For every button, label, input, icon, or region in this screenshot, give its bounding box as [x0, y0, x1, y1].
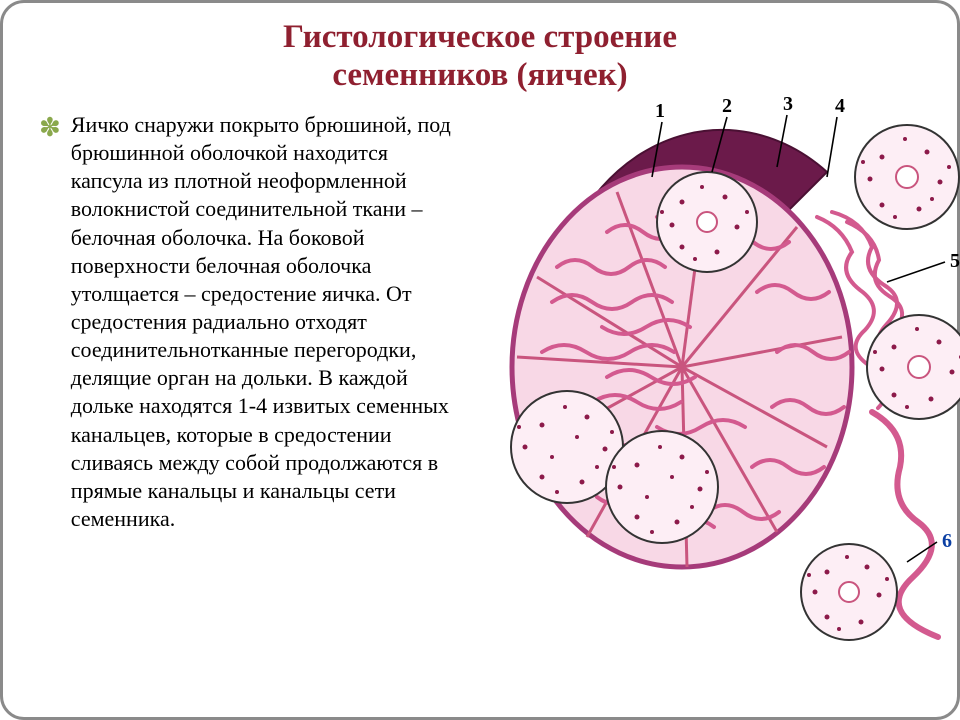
circle-1 [657, 172, 757, 272]
circle-2 [855, 125, 959, 229]
body-paragraph: Яичко снаружи покрыто брюшиной, под брюш… [71, 111, 459, 533]
label-1: 1 [655, 100, 665, 122]
label-6: 6 [942, 530, 952, 552]
circle-3 [867, 315, 960, 419]
illustration-column: 1 2 3 4 5 6 [469, 105, 939, 689]
content-row: ✽ Яичко снаружи покрыто брюшиной, под бр… [21, 105, 939, 689]
testis-diagram: 1 2 3 4 5 6 [457, 67, 960, 687]
circle-5 [606, 431, 718, 543]
slide-frame: Гистологическое строение семенников (яич… [0, 0, 960, 720]
label-2: 2 [722, 95, 732, 117]
label-4: 4 [835, 95, 845, 117]
circle-6 [801, 544, 897, 640]
text-column: ✽ Яичко снаружи покрыто брюшиной, под бр… [21, 105, 461, 689]
bullet-item: ✽ Яичко снаружи покрыто брюшиной, под бр… [39, 111, 459, 533]
label-5: 5 [950, 250, 960, 272]
title-line-1: Гистологическое строение [283, 19, 677, 55]
bullet-icon: ✽ [39, 115, 61, 141]
label-3: 3 [783, 93, 793, 115]
